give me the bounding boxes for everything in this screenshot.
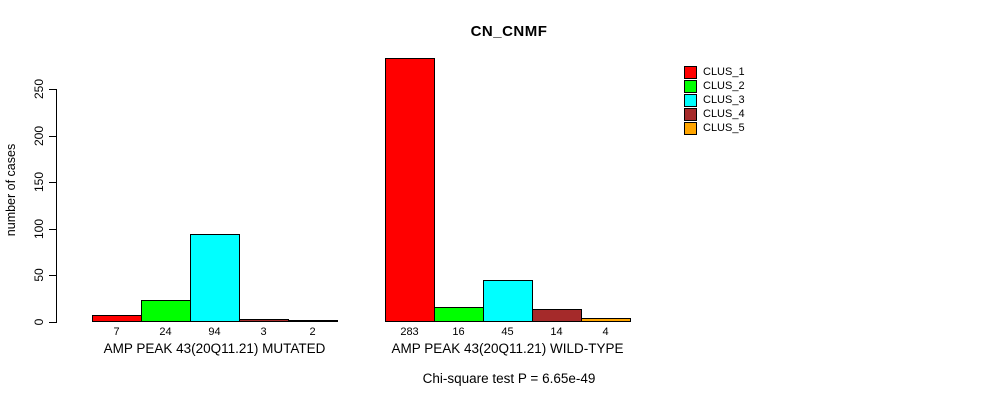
y-tick-mark: [49, 136, 56, 137]
group-axis-label: AMP PEAK 43(20Q11.21) WILD-TYPE: [391, 341, 624, 356]
y-tick-mark: [49, 275, 56, 276]
y-tick-mark: [49, 229, 56, 230]
y-tick-mark: [49, 182, 56, 183]
legend-label: CLUS_3: [703, 94, 745, 106]
legend-label: CLUS_2: [703, 80, 745, 92]
legend-swatch-icon: [684, 94, 697, 107]
bar-clus_2: [434, 307, 484, 322]
bar-clus_3: [483, 280, 533, 322]
legend-swatch-icon: [684, 108, 697, 121]
bar-clus_2: [141, 300, 191, 322]
y-tick-label: 200: [32, 125, 46, 147]
bar-value-label: 283: [400, 326, 419, 338]
legend-entry: CLUS_4: [684, 108, 745, 121]
bar-value-label: 94: [208, 326, 221, 338]
y-tick-label: 100: [32, 218, 46, 240]
legend: CLUS_1 CLUS_2 CLUS_3 CLUS_4 CLUS_5: [684, 66, 745, 136]
legend-entry: CLUS_5: [684, 122, 745, 135]
legend-swatch-icon: [684, 66, 697, 79]
bar-clus_4: [239, 319, 289, 322]
bar-value-label: 14: [550, 326, 563, 338]
bar-clus_1: [385, 58, 435, 322]
bar-value-label: 45: [501, 326, 514, 338]
legend-entry: CLUS_2: [684, 80, 745, 93]
legend-entry: CLUS_1: [684, 66, 745, 79]
bar-value-label: 16: [452, 326, 465, 338]
y-tick-label: 0: [32, 318, 46, 326]
chart-title: CN_CNMF: [470, 23, 548, 40]
group-axis-label: AMP PEAK 43(20Q11.21) MUTATED: [103, 341, 326, 356]
bar-clus_3: [190, 234, 240, 322]
legend-label: CLUS_4: [703, 108, 745, 120]
bar-clus_5: [288, 320, 338, 322]
y-tick-label: 150: [32, 171, 46, 193]
bar-value-label: 4: [602, 326, 609, 338]
y-tick-label: 50: [32, 268, 46, 282]
legend-label: CLUS_1: [703, 66, 745, 78]
bar-value-label: 7: [113, 326, 120, 338]
legend-swatch-icon: [684, 122, 697, 135]
y-tick-mark: [49, 322, 56, 323]
legend-entry: CLUS_3: [684, 94, 745, 107]
y-tick-mark: [49, 89, 56, 90]
y-axis: [56, 89, 57, 323]
bar-value-label: 2: [309, 326, 316, 338]
bar-clus_4: [532, 309, 582, 322]
bar-value-label: 3: [260, 326, 267, 338]
legend-swatch-icon: [684, 80, 697, 93]
bar-clus_1: [92, 315, 142, 322]
chi-square-footnote: Chi-square test P = 6.65e-49: [422, 371, 596, 386]
bar-clus_5: [581, 318, 631, 322]
y-tick-label: 250: [32, 78, 46, 100]
legend-label: CLUS_5: [703, 122, 745, 134]
bar-value-label: 24: [159, 326, 172, 338]
